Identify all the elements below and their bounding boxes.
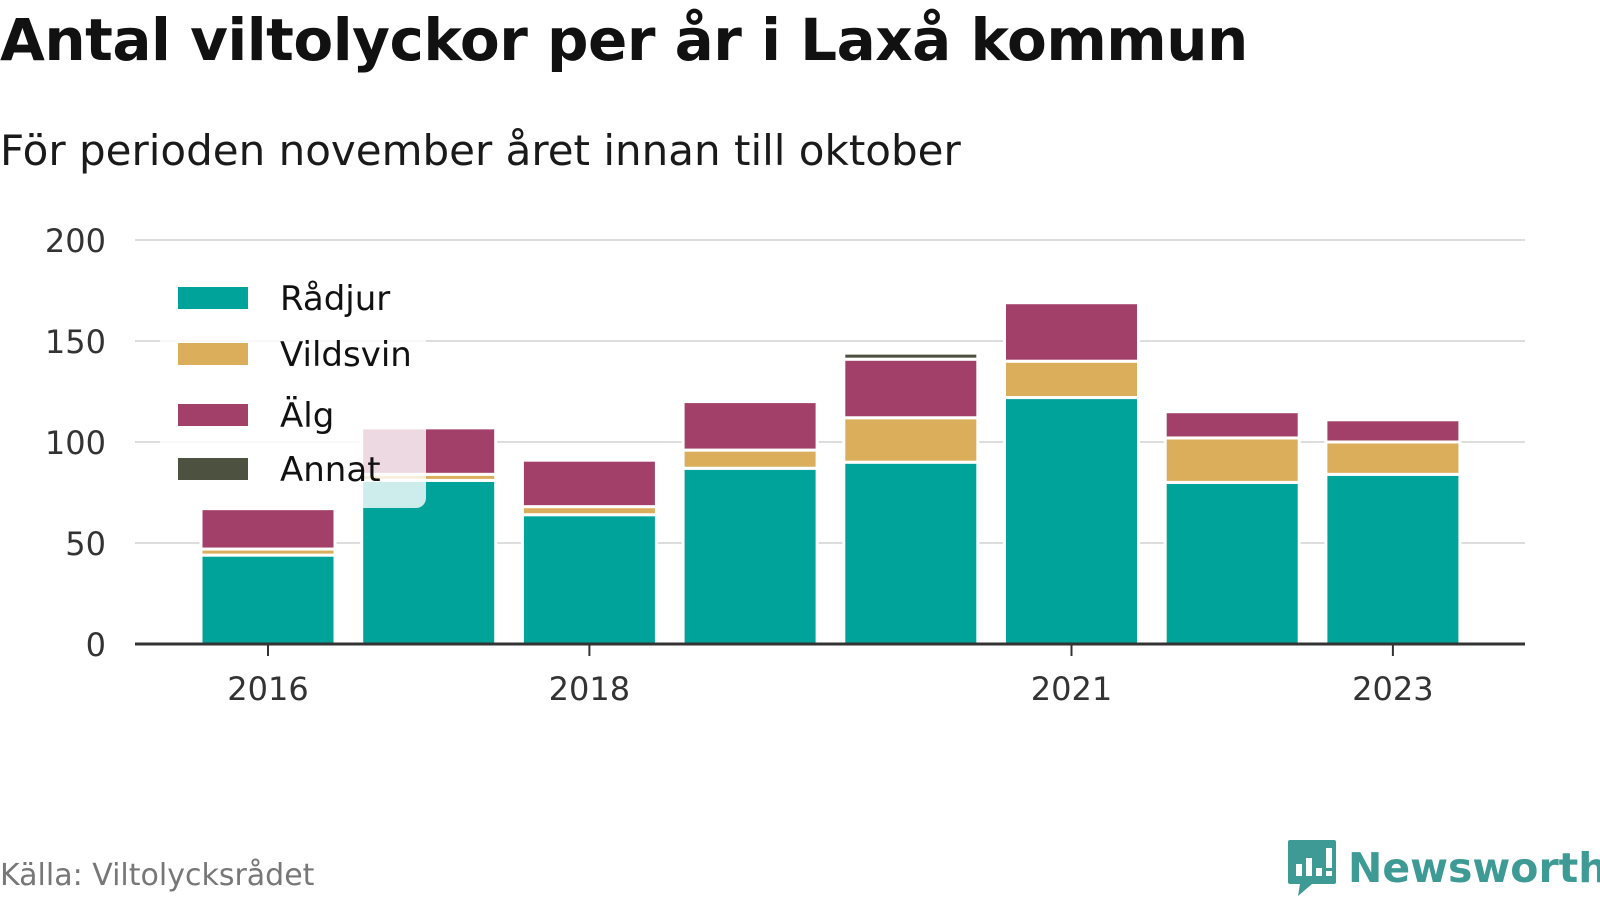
legend-background [160,268,426,508]
legend-swatch [178,287,248,309]
y-tick-label: 150 [45,323,106,361]
bar-segment [199,553,337,646]
x-axis-ticks: 2016 2018 2021 2023 [227,644,1434,708]
bar-segment [681,448,819,470]
legend-label: Älg [280,396,334,436]
bar-segment [1003,301,1140,363]
y-axis-ticks: 0 50 100 150 200 [45,222,106,664]
brand-name: Newsworthy [1348,844,1600,892]
bar-segment [199,507,337,551]
bar-segment [1163,480,1301,646]
bar-segment [1003,359,1140,400]
legend-swatch [178,404,248,426]
bar-segment [1324,418,1462,444]
bar-segment [842,357,980,420]
chart-subtitle: För perioden november året innan till ok… [0,126,961,175]
bar-segment [520,458,658,509]
bars [199,299,1462,646]
chart-area: 0 50 100 150 200 2016 2018 2021 2023 Rådjur Vild… [45,222,1525,708]
y-tick-label: 100 [45,424,106,462]
x-tick-label: 2021 [1031,670,1112,708]
x-tick-label: 2023 [1352,670,1433,708]
bar-segment [842,351,980,361]
legend-swatch [178,458,248,480]
legend-label: Rådjur [280,279,390,319]
bar-segment [1163,436,1301,484]
bar-segment [1003,396,1140,646]
chart-title: Antal viltolyckor per år i Laxå kommun [0,6,1248,74]
y-tick-label: 0 [86,626,106,664]
legend-label: Annat [280,450,381,490]
bar-segment [842,416,980,464]
bar-segment [1163,410,1301,440]
bar-segment [681,466,819,646]
x-tick-label: 2016 [227,670,308,708]
legend: Rådjur Vildsvin Älg Annat [160,268,426,508]
x-tick-label: 2018 [549,670,630,708]
source-note: Källa: Viltolycksrådet [0,858,315,893]
y-tick-label: 50 [65,525,106,563]
bar-segment [1324,440,1462,476]
newsworthy-logo-icon [1288,840,1336,896]
bar-segment [520,513,658,646]
bar-segment [842,460,980,646]
newsworthy-logo: Newsworthy [1286,836,1600,900]
legend-label: Vildsvin [280,335,412,375]
bar-segment [1324,472,1462,646]
bar-segment [1003,299,1140,305]
y-tick-label: 200 [45,222,106,260]
bar-segment [681,400,819,452]
legend-swatch [178,343,248,365]
